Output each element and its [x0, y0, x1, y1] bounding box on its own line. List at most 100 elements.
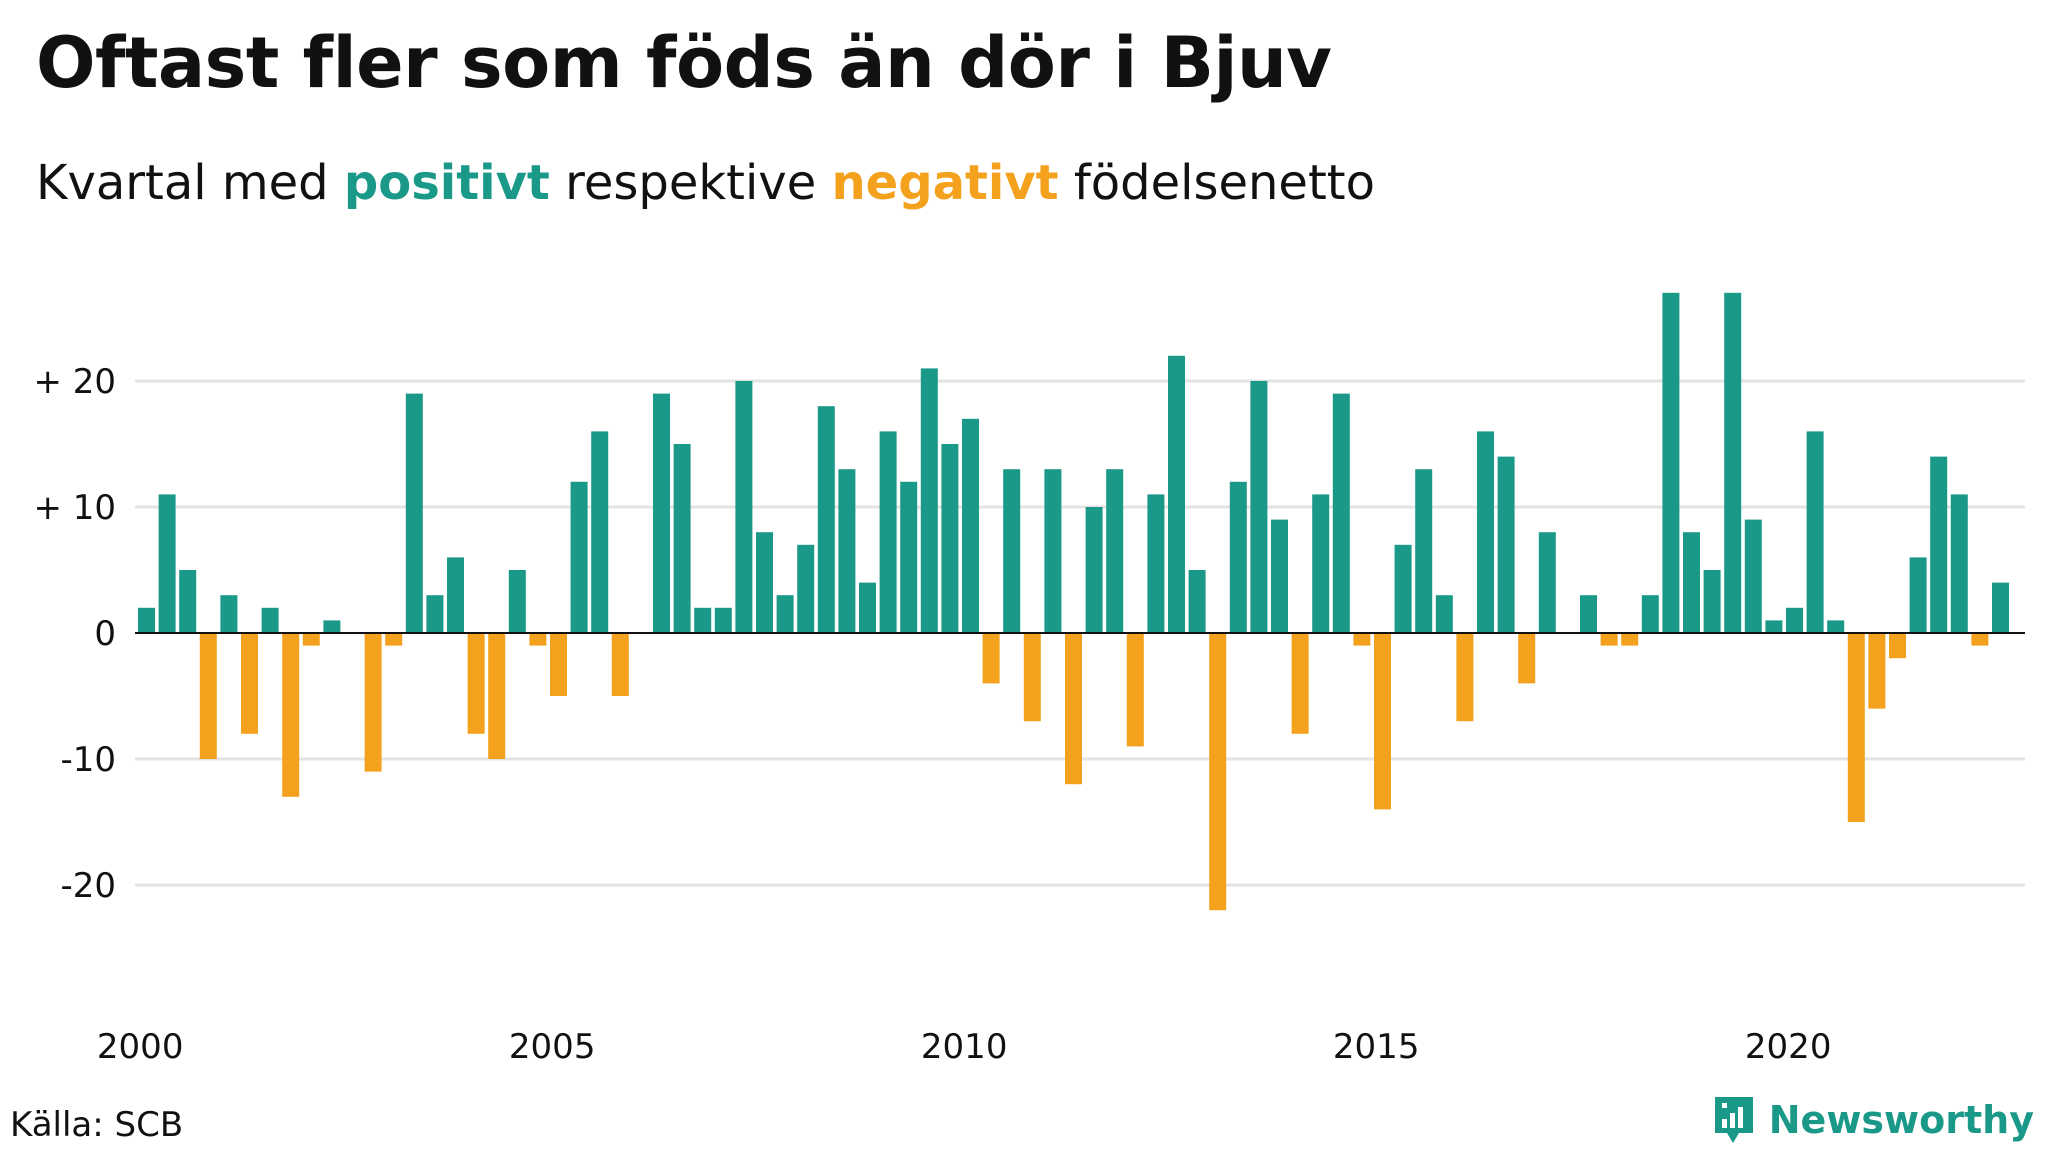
bar-positive: [261, 607, 279, 633]
bar-positive: [1250, 381, 1268, 633]
bar-positive: [817, 406, 835, 633]
bar-negative: [529, 633, 547, 646]
bar-negative: [1518, 633, 1536, 684]
bar-positive: [756, 532, 773, 633]
bar-positive: [1744, 519, 1762, 633]
bar-negative: [1621, 633, 1639, 646]
bar-positive: [1394, 544, 1412, 633]
subtitle-suffix: födelsenetto: [1058, 155, 1375, 211]
bar-positive: [179, 570, 197, 633]
bar-positive: [1827, 620, 1845, 633]
bar-positive: [1580, 595, 1597, 633]
bar-positive: [776, 595, 794, 633]
bar-positive: [1497, 456, 1515, 633]
x-tick-label: 2010: [921, 1027, 1008, 1067]
y-tick-label: + 10: [33, 488, 116, 528]
y-tick-label: -10: [60, 740, 116, 780]
bar-positive: [1229, 481, 1247, 633]
bar-negative: [611, 633, 629, 696]
bar-positive: [879, 431, 897, 633]
bar-positive: [673, 444, 691, 633]
bar-negative: [199, 633, 217, 759]
newsworthy-logo: Newsworthy: [1711, 1093, 2034, 1147]
bar-positive: [1435, 595, 1453, 633]
bar-positive: [941, 444, 959, 633]
bar-positive: [1271, 519, 1288, 633]
y-axis-labels: + 20 + 10 0 -10 -20: [33, 362, 116, 906]
bar-positive: [653, 393, 670, 633]
bar-positive: [508, 570, 526, 633]
bar-negative: [550, 633, 567, 696]
bar-negative: [302, 633, 320, 646]
bar-positive: [1724, 292, 1742, 633]
bar-positive: [1312, 494, 1330, 633]
bar-positive: [1147, 494, 1165, 633]
x-tick-label: 2000: [97, 1027, 184, 1067]
x-tick-label: 2015: [1333, 1027, 1420, 1067]
bar-positive: [447, 557, 464, 633]
bar-positive: [797, 544, 815, 633]
bar-negative: [982, 633, 1000, 684]
bar-negative: [282, 633, 300, 797]
bar-positive: [1044, 469, 1062, 633]
bar-negative: [467, 633, 485, 734]
bar-positive: [920, 368, 938, 633]
bar-negative: [1023, 633, 1041, 722]
chart-title: Oftast fler som föds än dör i Bjuv: [36, 22, 1332, 104]
bar-positive: [714, 607, 732, 633]
brand-name: Newsworthy: [1768, 1098, 2034, 1142]
bar-negative: [1065, 633, 1082, 785]
y-tick-label: + 20: [33, 362, 116, 402]
bar-positive: [838, 469, 856, 633]
bar-negative: [1889, 633, 1906, 659]
bar-negative: [488, 633, 506, 759]
bar-positive: [1332, 393, 1350, 633]
bar-positive: [1168, 355, 1185, 633]
bar-positive: [694, 607, 712, 633]
bar-negative: [364, 633, 382, 772]
bar-positive: [138, 607, 155, 633]
bar-positive: [1909, 557, 1927, 633]
bar-positive: [1765, 620, 1783, 633]
subtitle-negative-word: negativt: [831, 155, 1059, 211]
bar-positive: [1703, 570, 1721, 633]
bar-negative: [1291, 633, 1309, 734]
subtitle-prefix: Kvartal med: [36, 155, 344, 211]
bar-positive: [405, 393, 423, 633]
bar-positive: [1950, 494, 1968, 633]
bar-negative: [1600, 633, 1618, 646]
subtitle-middle: respektive: [549, 155, 832, 211]
y-tick-label: -20: [60, 866, 116, 906]
bar-positive: [591, 431, 609, 633]
bar-positive: [1003, 469, 1021, 633]
bar-positive: [570, 481, 588, 633]
bar-positive: [220, 595, 238, 633]
bar-positive: [1930, 456, 1948, 633]
bar-negative: [1847, 633, 1865, 822]
bar-positive: [1415, 469, 1433, 633]
bar-positive: [323, 620, 341, 633]
bar-positive: [158, 494, 176, 633]
source-note: Källa: SCB: [10, 1105, 184, 1145]
bar-positive: [1188, 570, 1206, 633]
bar-positive: [1538, 532, 1556, 633]
bar-positive: [1806, 431, 1824, 633]
bar-negative: [1353, 633, 1371, 646]
bar-positive: [1477, 431, 1494, 633]
bars: [138, 292, 2009, 911]
newsworthy-icon: [1714, 1097, 1753, 1143]
subtitle-positive-word: positivt: [343, 155, 550, 211]
bar-positive: [426, 595, 444, 633]
chart-subtitle: Kvartal med positivt respektive negativt…: [36, 155, 1375, 211]
bar-negative: [1456, 633, 1474, 722]
x-axis-labels: 2000 2005 2010 2015 2020: [97, 1027, 1832, 1067]
bar-positive: [735, 381, 753, 633]
bar-positive: [1786, 607, 1803, 633]
bar-positive: [1106, 469, 1124, 633]
bar-negative: [1868, 633, 1886, 709]
bar-positive: [1662, 292, 1680, 633]
bar-negative: [1374, 633, 1391, 810]
bar-negative: [1126, 633, 1144, 747]
bar-positive: [1085, 507, 1103, 633]
bar-negative: [1971, 633, 1989, 646]
